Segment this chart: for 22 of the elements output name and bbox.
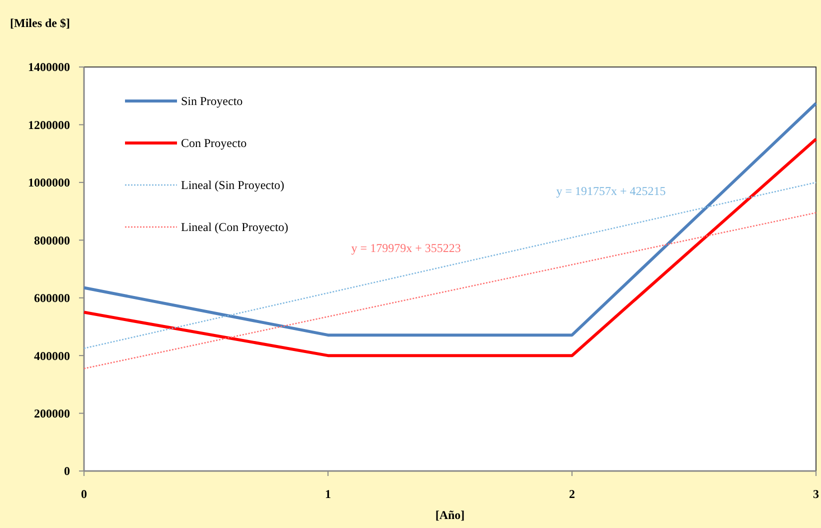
- y-axis-title: [Miles de $]: [10, 16, 70, 30]
- x-axis-title: [Año]: [435, 508, 465, 522]
- legend-label: Sin Proyecto: [181, 94, 243, 108]
- y-tick-label: 1200000: [28, 118, 70, 132]
- annotation: y = 191757x + 425215: [556, 184, 666, 198]
- y-tick-label: 800000: [34, 233, 70, 248]
- annotation: y = 179979x + 355223: [351, 241, 461, 256]
- x-tick-label: 1: [325, 487, 331, 501]
- line-series: [83, 182, 817, 350]
- y-tick-label: 600000: [34, 291, 70, 306]
- legend-label: Lineal (Sin Proyecto): [181, 178, 284, 192]
- y-tick-label: 0: [64, 464, 70, 478]
- y-tick-label: 1400000: [28, 60, 70, 74]
- y-tick-label: 400000: [34, 348, 70, 363]
- legend-label: Con Proyecto: [181, 136, 247, 150]
- y-tick-label: 200000: [34, 406, 70, 420]
- legend-label: Lineal (Con Proyecto): [181, 220, 288, 234]
- y-tick-label: 1000000: [28, 176, 70, 190]
- x-tick-label: 0: [81, 487, 87, 501]
- line-series: [83, 212, 817, 370]
- x-tick-label: 3: [813, 487, 819, 501]
- x-tick-label: 2: [569, 487, 575, 501]
